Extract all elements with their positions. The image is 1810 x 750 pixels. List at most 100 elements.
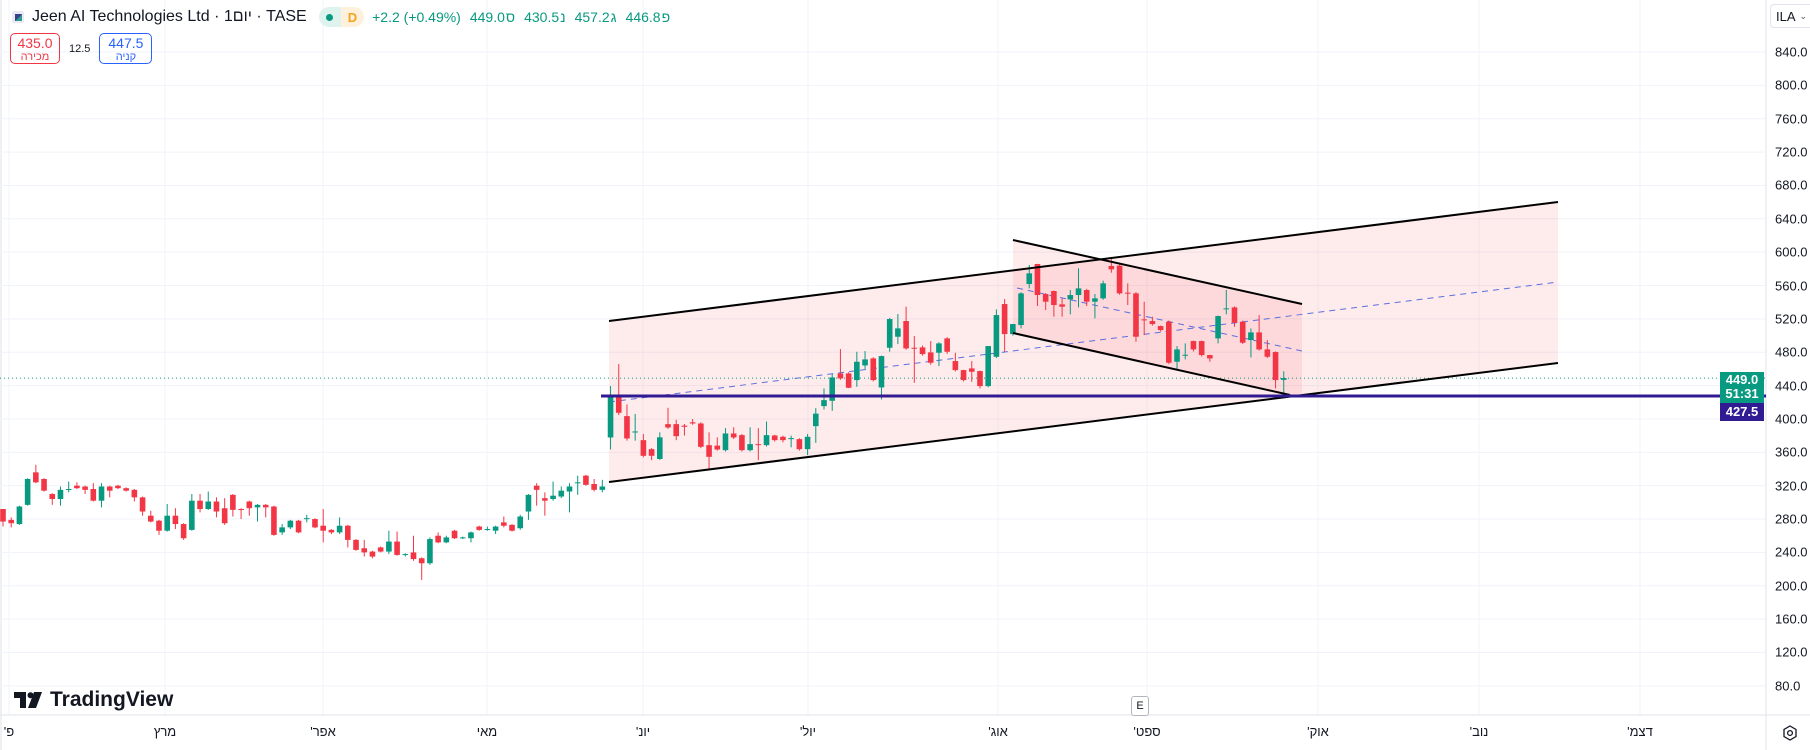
candle-body: [1272, 352, 1279, 381]
price-tick-label: 120.0: [1775, 644, 1808, 660]
candle-body: [24, 479, 31, 505]
candle-body: [837, 373, 844, 379]
candle-body: [49, 494, 56, 500]
candle-body: [903, 321, 909, 349]
close-number: 449.0: [469, 9, 505, 25]
candle-body: [459, 537, 466, 539]
candle-body: [156, 520, 162, 531]
candle-body: [377, 547, 384, 552]
candle-body: [1239, 321, 1246, 343]
market-status-pill[interactable]: D: [318, 7, 365, 27]
buy-button[interactable]: 447.5 קניה: [99, 33, 153, 64]
candle-body: [189, 500, 195, 530]
tradingview-logo-text: TradingView: [50, 688, 174, 711]
price-tick-label: 520.0: [1775, 311, 1808, 327]
candle-body: [336, 525, 343, 533]
price-tick-label: 800.0: [1775, 77, 1808, 93]
close-value: 449.0ס: [470, 9, 515, 25]
candle-body: [123, 488, 129, 491]
candle-body: [829, 377, 836, 401]
candle-body: [730, 433, 737, 438]
price-tick-label: 840.0: [1775, 44, 1808, 60]
time-tick-label: 'ספט: [1133, 724, 1161, 739]
price-tick-label: 280.0: [1775, 511, 1808, 527]
sell-button[interactable]: 435.0 מכירה: [10, 33, 60, 64]
candle-body: [361, 548, 368, 553]
candle-body: [722, 433, 729, 451]
change-value: +2.2 (+0.49%): [372, 9, 461, 25]
candle-body: [919, 347, 926, 355]
candle-body: [870, 358, 877, 381]
candle-body: [1157, 326, 1164, 331]
open-number: 446.8: [625, 9, 661, 25]
candle-body: [607, 396, 614, 438]
candle-body: [279, 527, 285, 533]
candle-body: [1010, 324, 1016, 335]
candle-body: [788, 438, 794, 440]
candle-body: [57, 489, 64, 500]
candle-body: [1248, 332, 1254, 341]
candle-body: [1059, 304, 1065, 307]
candle-body: [1116, 265, 1123, 294]
high-value: 457.2ג: [575, 9, 617, 25]
candle-body: [33, 472, 39, 483]
events-button[interactable]: E: [1131, 696, 1149, 716]
last-price-value: 449.0: [1725, 372, 1759, 387]
open-value: 446.8פ: [626, 9, 671, 25]
candle-body: [1215, 316, 1221, 339]
time-tick-label: 'אפר: [310, 724, 336, 739]
candle-body: [624, 416, 630, 439]
candle-body: [492, 526, 499, 531]
tradingview-logo[interactable]: TradingView: [14, 688, 173, 712]
price-tick-label: 320.0: [1775, 478, 1808, 494]
candle-body: [525, 494, 532, 512]
candle-body: [205, 501, 212, 510]
candle-body: [147, 515, 154, 522]
candle-body: [82, 486, 88, 490]
candle-body: [1256, 332, 1262, 350]
candle-body: [1092, 298, 1098, 302]
bar-countdown: 51:31: [1725, 386, 1759, 401]
candle-body: [854, 361, 860, 381]
time-tick-label: מאי: [476, 724, 498, 739]
candle-body: [303, 518, 310, 520]
open-label: פ: [661, 9, 671, 25]
last-price-badge: 449.0 51:31: [1720, 372, 1764, 403]
settings-icon[interactable]: [1781, 724, 1799, 742]
time-tick-label: 'יונ: [635, 724, 651, 739]
price-tick-label: 560.0: [1775, 278, 1808, 294]
low-value: 430.5נ: [524, 9, 566, 25]
candle-body: [812, 413, 819, 427]
candle-body: [615, 397, 622, 413]
candle-body: [821, 400, 827, 407]
candle-body: [139, 497, 146, 512]
candle-body: [862, 359, 868, 366]
candle-body: [591, 484, 597, 490]
low-number: 430.5: [524, 9, 560, 25]
candle-body: [533, 485, 540, 490]
candle-body: [698, 423, 704, 447]
candle-body: [714, 445, 721, 450]
symbol-title[interactable]: Jeen AI Technologies Ltd · 1יום · TASE: [32, 8, 307, 25]
candle-body: [262, 504, 269, 508]
candle-body: [1124, 292, 1131, 294]
candle-body: [254, 504, 261, 508]
candle-body: [944, 338, 950, 352]
candle-body: [501, 522, 507, 526]
candle-body: [1001, 304, 1008, 335]
candle-body: [0, 509, 6, 522]
candle-body: [878, 356, 885, 388]
candle-body: [197, 500, 203, 510]
candle-body: [665, 424, 671, 428]
descending-channel-upper-line: [1012, 239, 1303, 305]
time-tick-label: 'אוק: [1307, 724, 1329, 739]
candle-body: [410, 552, 417, 560]
channel-lower-line: [608, 362, 1559, 483]
candle-body: [1026, 273, 1033, 285]
candle-body: [164, 515, 170, 531]
candle-body: [402, 554, 409, 556]
currency-dropdown[interactable]: ILA ⌄: [1770, 4, 1810, 28]
price-tick-label: 240.0: [1775, 544, 1808, 560]
candle-body: [435, 535, 441, 543]
